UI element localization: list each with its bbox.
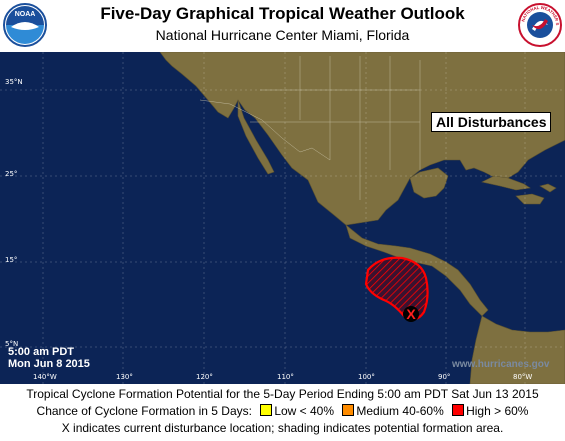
- lat-label-5: 5°N: [5, 340, 19, 348]
- lon-label-110: 110°: [277, 373, 294, 381]
- lon-label-140: 140°W: [33, 373, 57, 381]
- nws-logo: NATIONAL WEATHER SERVICE: [516, 0, 562, 47]
- map-panel: X All Disturbances: [0, 52, 565, 384]
- legend-prefix: Chance of Cyclone Formation in 5 Days:: [36, 404, 252, 418]
- view-label[interactable]: All Disturbances: [431, 112, 552, 132]
- noaa-logo: NOAA: [3, 3, 47, 47]
- lat-label-35: 35°N: [5, 78, 23, 86]
- formation-area[interactable]: [364, 256, 429, 321]
- page-title: Five-Day Graphical Tropical Weather Outl…: [100, 4, 465, 23]
- low-swatch: [260, 404, 273, 416]
- lon-label-120: 120°: [196, 373, 213, 381]
- lat-label-15: 15°: [5, 256, 18, 264]
- legend: Tropical Cyclone Formation Potential for…: [0, 384, 565, 441]
- graticule: [0, 52, 565, 384]
- lon-label-80: 80°W: [513, 373, 533, 381]
- legend-note: X indicates current disturbance location…: [61, 421, 504, 435]
- header: NOAA Five-Day Graphical Tropical Weather…: [0, 0, 565, 52]
- lat-label-25: 25°: [5, 170, 18, 178]
- legend-categories: Chance of Cyclone Formation in 5 Days: L…: [0, 404, 565, 418]
- disturbance-x: X: [406, 306, 416, 322]
- issuance-time-line2: Mon Jun 8 2015: [8, 358, 90, 370]
- medium-label: Medium 40-60%: [356, 404, 444, 418]
- low-label: Low < 40%: [274, 404, 335, 418]
- issuance-time-line1: 5:00 am PDT: [8, 346, 75, 358]
- medium-swatch: [342, 404, 355, 416]
- high-swatch: [452, 404, 465, 416]
- disturbance-marker[interactable]: X: [403, 306, 419, 322]
- legend-period: Tropical Cyclone Formation Potential for…: [26, 387, 539, 401]
- lon-label-90: 90°: [438, 373, 451, 381]
- issuance-time: 5:00 am PDT Mon Jun 8 2015: [8, 346, 90, 370]
- lon-label-100: 100°: [358, 373, 375, 381]
- high-label: High > 60%: [466, 404, 529, 418]
- page-subtitle: National Hurricane Center Miami, Florida: [155, 27, 410, 43]
- noaa-logo-text: NOAA: [15, 11, 36, 18]
- borders: [199, 56, 421, 200]
- lon-label-130: 130°: [116, 373, 133, 381]
- watermark: www.hurricanes.gov: [452, 359, 550, 370]
- landmass: [159, 52, 565, 384]
